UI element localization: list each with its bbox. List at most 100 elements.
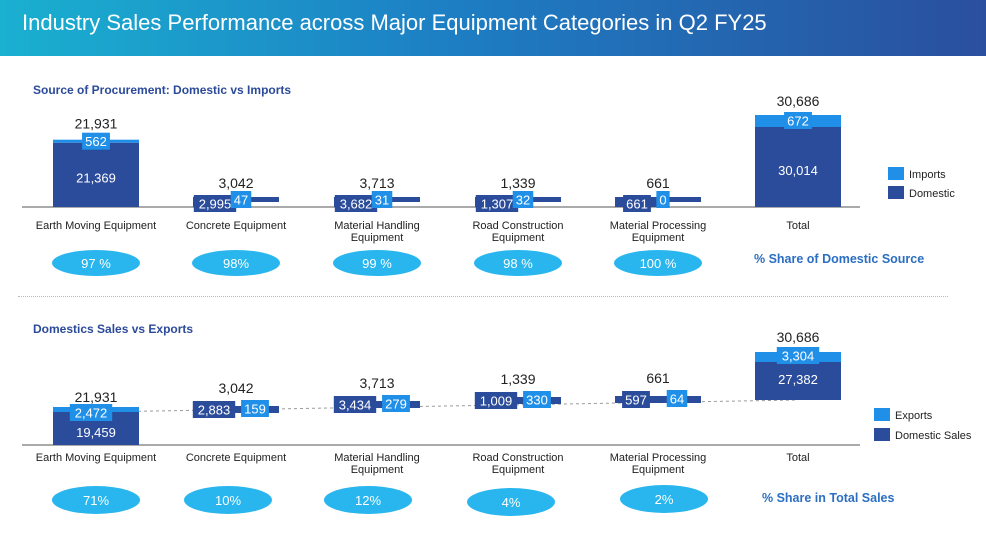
- exports-label-box: [241, 400, 269, 417]
- category-label: Total: [786, 220, 809, 232]
- imports-label: 562: [85, 134, 107, 149]
- total-label: 3,042: [218, 380, 253, 396]
- category-label: Material Handling: [334, 220, 420, 232]
- share-value: 4%: [502, 495, 521, 510]
- imports-label: 31: [375, 193, 389, 208]
- exports-label: 330: [526, 393, 548, 408]
- total-label: 30,686: [777, 93, 820, 109]
- domestic-sales-label: 19,459: [76, 425, 116, 440]
- bar-imports: [518, 197, 561, 202]
- imports-label: 32: [516, 193, 530, 208]
- exports-label-box: [382, 395, 410, 412]
- domestic-sales-label: 1,009: [480, 394, 513, 409]
- share-oval: [474, 250, 562, 276]
- total-label: 30,686: [777, 329, 820, 345]
- total-label: 661: [646, 370, 670, 386]
- share-value: 100 %: [640, 256, 677, 271]
- domestic-sales-label-box: [474, 392, 518, 409]
- domestic-sales-label-box: [622, 391, 650, 408]
- category-label: Concrete Equipment: [186, 220, 286, 232]
- exports-label: 3,304: [782, 349, 815, 364]
- exports-label-box: [523, 391, 551, 408]
- imports-label-box: [784, 112, 812, 129]
- title-banner: Industry Sales Performance across Major …: [0, 0, 986, 56]
- legend-label-domestic: Domestic: [909, 188, 955, 200]
- total-label: 3,713: [359, 175, 394, 191]
- domestic-label-box: [334, 195, 378, 212]
- domestic-label-box: [623, 195, 651, 212]
- legend-swatch-domestic-sales: [874, 428, 890, 441]
- share-oval: [467, 488, 555, 516]
- total-label: 1,339: [500, 371, 535, 387]
- exports-label: 159: [244, 402, 266, 417]
- category-label: Earth Moving Equipment: [36, 220, 156, 232]
- share-value: 10%: [215, 493, 241, 508]
- bar-imports: [658, 197, 701, 202]
- category-label: Equipment: [351, 232, 404, 244]
- category-label: Equipment: [492, 464, 545, 476]
- category-label: Equipment: [632, 232, 685, 244]
- legend-label-imports: Imports: [909, 169, 946, 181]
- category-label: Material Processing: [610, 452, 707, 464]
- domestic-label: 3,682: [340, 197, 373, 212]
- legend-swatch-imports: [888, 167, 904, 180]
- share-oval: [184, 486, 272, 514]
- share-value: 2%: [655, 492, 674, 507]
- domestic-label: 661: [626, 197, 648, 212]
- domestic-label: 30,014: [778, 163, 818, 178]
- total-label: 3,713: [359, 375, 394, 391]
- total-label: 1,339: [500, 175, 535, 191]
- sales-chart-title: Domestics Sales vs Exports: [33, 322, 194, 336]
- category-label: Equipment: [351, 464, 404, 476]
- category-label: Material Handling: [334, 452, 420, 464]
- share-value: 71%: [83, 493, 109, 508]
- domestic-sales-label-box: [333, 396, 377, 413]
- total-label: 21,931: [75, 389, 118, 405]
- total-sales-share-label: % Share in Total Sales: [762, 491, 895, 505]
- imports-label-box: [656, 191, 670, 208]
- section-divider: [18, 296, 948, 297]
- share-oval: [333, 250, 421, 276]
- bar-imports: [236, 197, 279, 202]
- category-label: Equipment: [492, 232, 545, 244]
- exports-label: 279: [385, 397, 407, 412]
- share-oval: [614, 250, 702, 276]
- category-label: Road Construction: [472, 220, 563, 232]
- domestic-share-label: % Share of Domestic Source: [754, 252, 925, 266]
- share-value: 99 %: [362, 256, 392, 271]
- domestic-sales-label: 27,382: [778, 372, 818, 387]
- category-label: Earth Moving Equipment: [36, 452, 156, 464]
- total-label: 3,042: [218, 175, 253, 191]
- domestic-label-box: [475, 195, 519, 212]
- domestic-sales-label: 3,434: [339, 398, 372, 413]
- legend-swatch-domestic: [888, 186, 904, 199]
- share-oval: [192, 250, 280, 276]
- total-label: 661: [646, 175, 670, 191]
- imports-label-box: [371, 191, 393, 208]
- domestic-label: 2,995: [199, 197, 232, 212]
- category-label: Total: [786, 452, 809, 464]
- share-oval: [52, 250, 140, 276]
- category-label: Concrete Equipment: [186, 452, 286, 464]
- category-label: Road Construction: [472, 452, 563, 464]
- imports-label: 47: [234, 193, 248, 208]
- bar-domestic-sales: [755, 358, 841, 400]
- domestic-sales-label-box: [192, 401, 236, 418]
- exports-label: 2,472: [75, 406, 108, 421]
- bar-domestic: [53, 142, 139, 207]
- bar-domestic-sales: [615, 396, 701, 403]
- bar-domestic-sales: [475, 397, 561, 404]
- legend-label-domestic-sales: Domestic Sales: [895, 430, 972, 442]
- procurement-chart-title: Source of Procurement: Domestic vs Impor…: [33, 83, 292, 97]
- imports-label-box: [512, 191, 534, 208]
- exports-label-box: [69, 404, 113, 421]
- imports-label-box: [230, 191, 252, 208]
- domestic-label: 21,369: [76, 171, 116, 186]
- bar-imports: [377, 197, 420, 202]
- share-value: 97 %: [81, 256, 111, 271]
- bar-domestic: [755, 127, 841, 207]
- exports-label-box: [666, 390, 688, 407]
- share-oval: [620, 485, 708, 513]
- share-oval: [52, 486, 140, 514]
